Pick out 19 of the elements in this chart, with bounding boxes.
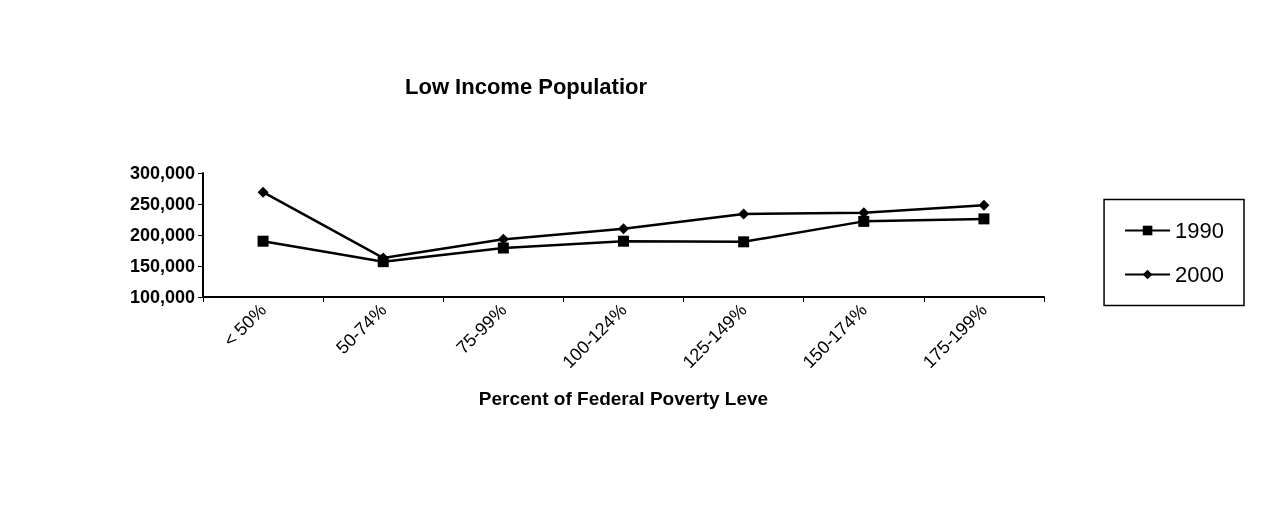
x-tick-label: < 50% bbox=[219, 299, 271, 351]
y-tick-label: 250,000 bbox=[129, 194, 195, 214]
y-tick-label: 200,000 bbox=[129, 225, 195, 245]
y-tick-label: 300,000 bbox=[129, 163, 195, 183]
legend-label: 2000 bbox=[1175, 262, 1225, 287]
point bbox=[257, 186, 269, 198]
point bbox=[257, 235, 269, 247]
point bbox=[618, 235, 629, 247]
point bbox=[497, 242, 509, 254]
y-tick-label: 150,000 bbox=[129, 256, 195, 276]
chart-title: Low Income Populatior bbox=[405, 73, 648, 99]
point bbox=[858, 215, 870, 227]
x-axis-title: Percent of Federal Poverty Leve bbox=[478, 388, 769, 409]
y-tick-label: 100,000 bbox=[129, 287, 195, 307]
legend-label: 1990 bbox=[1175, 218, 1225, 243]
point bbox=[978, 199, 990, 211]
point bbox=[618, 223, 629, 235]
point bbox=[738, 236, 750, 248]
point bbox=[978, 213, 990, 225]
